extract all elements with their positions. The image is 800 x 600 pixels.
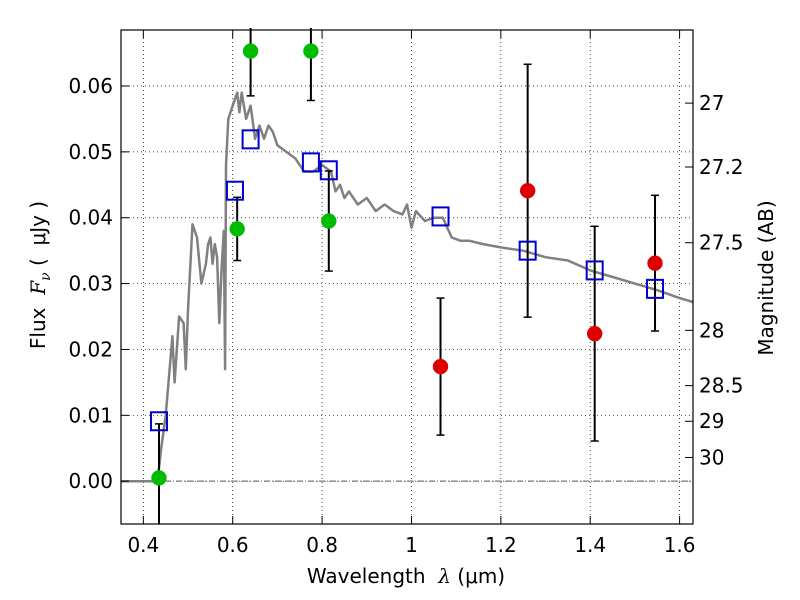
magnitude-tick-label: 27.5	[699, 231, 744, 255]
model-photometry-square	[225, 180, 244, 201]
model-photometry-square	[431, 206, 450, 227]
observed-flux-point	[151, 470, 167, 486]
observed-flux-point	[519, 182, 536, 199]
model-photometry-square	[319, 160, 338, 181]
y2-axis-title: Magnitude (AB)	[754, 200, 778, 355]
data-markers	[149, 43, 665, 486]
observed-flux-point	[242, 43, 259, 59]
plot-frame	[120, 29, 694, 525]
x-axis-symbol: λ	[437, 564, 451, 588]
y-axis-unit: ( μJy )	[26, 201, 50, 273]
model-photometry-square	[646, 278, 665, 299]
x-tick-label: 0.6	[217, 533, 249, 557]
magnitude-tick-label: 27	[699, 91, 724, 115]
x-axis-title-prefix: Wavelength	[307, 564, 438, 588]
model-spectrum-line	[121, 91, 694, 483]
model-photometry-square	[241, 129, 260, 150]
model-photometry-square	[301, 152, 320, 173]
observed-flux-point	[229, 221, 245, 237]
x-tick-label: 1.6	[664, 533, 696, 557]
y-axis-title: Flux Fν ( μJy )	[26, 201, 54, 349]
x-axis-unit: (μm)	[451, 564, 505, 588]
magnitude-tick-label: 29	[699, 409, 724, 433]
y-tick-label: 0.00	[68, 469, 113, 493]
model-photometry-square	[585, 260, 604, 281]
y-tick-label: 0.01	[68, 403, 113, 427]
observed-flux-point	[432, 358, 449, 375]
y-axis-subscript: ν	[38, 272, 54, 281]
y-tick-label: 0.06	[68, 74, 113, 98]
magnitude-tick-label: 28	[699, 318, 724, 342]
y-tick-label: 0.05	[68, 140, 113, 164]
y-axis-symbol: F	[26, 280, 50, 296]
observed-flux-point	[647, 255, 663, 271]
magnitude-tick-label: 28.5	[699, 374, 744, 398]
x-tick-label: 1	[405, 533, 418, 557]
model-photometry-square	[518, 240, 537, 261]
axis-ticks	[121, 30, 693, 524]
x-tick-label: 0.8	[306, 533, 338, 557]
x-tick-label: 1.2	[485, 533, 517, 557]
y-tick-label: 0.02	[68, 337, 113, 361]
magnitude-tick-label: 27.2	[699, 155, 744, 179]
observed-flux-point	[586, 325, 603, 342]
x-tick-label: 0.4	[127, 533, 159, 557]
model-photometry-square	[149, 411, 168, 432]
y-axis-title-prefix: Flux	[26, 295, 50, 349]
y-tick-label: 0.03	[68, 272, 113, 296]
x-tick-label: 1.4	[574, 533, 606, 557]
observed-flux-point	[321, 213, 337, 229]
x-axis-title: Wavelength λ (μm)	[307, 564, 505, 588]
tick-labels: 0.4 0.6 0.8 1 1.2 1.4 1.6 0.00 0.01 0.02 0.03 0.04 0…	[68, 74, 743, 557]
observed-flux-point	[303, 43, 319, 59]
magnitude-tick-label: 30	[699, 445, 724, 469]
y-tick-label: 0.04	[68, 206, 113, 230]
